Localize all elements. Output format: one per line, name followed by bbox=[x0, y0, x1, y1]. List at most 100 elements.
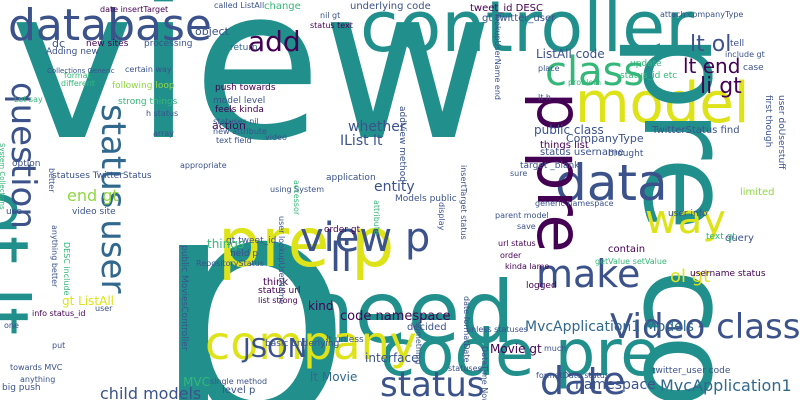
cloud-word-user-info: user info bbox=[668, 209, 708, 219]
cloud-word-user-douserstuff: user doUserstuff bbox=[776, 95, 786, 170]
cloud-word-make: make bbox=[536, 252, 641, 296]
cloud-word-database: database bbox=[8, 0, 212, 51]
cloud-word-generic-namespace: generic namespace bbox=[535, 199, 614, 208]
cloud-word-field-p: field p bbox=[230, 249, 258, 259]
cloud-word-limited: limited bbox=[740, 187, 775, 198]
cloud-word-companytype: CompanyType bbox=[566, 132, 644, 145]
cloud-word-mvc: MVC bbox=[183, 375, 210, 389]
cloud-word-logged: logged bbox=[526, 281, 557, 291]
cloud-word-something: something bbox=[414, 322, 423, 365]
cloud-word-change: change bbox=[264, 1, 301, 12]
cloud-word-entity: entity bbox=[374, 179, 415, 195]
cloud-word-let-say: Let say bbox=[14, 95, 43, 104]
cloud-word-lt-unless: lt unless bbox=[326, 335, 364, 345]
cloud-word-case: case bbox=[743, 63, 764, 73]
cloud-word-anything: anything bbox=[20, 375, 56, 384]
cloud-word-use: use bbox=[6, 207, 22, 217]
cloud-word-namespace: namespace bbox=[575, 377, 656, 393]
cloud-word-lt-h: lt h bbox=[538, 93, 551, 102]
cloud-word-adding-new: Adding new bbox=[46, 47, 99, 57]
cloud-word-one: one bbox=[4, 321, 19, 330]
cloud-word-push-towards: push towards bbox=[215, 83, 276, 93]
cloud-word-gt-listall: gt ListAll bbox=[62, 294, 114, 308]
cloud-word-big-push: big push bbox=[2, 383, 41, 393]
cloud-word-statuses-twitterstatus: statuses TwitterStatus bbox=[52, 171, 152, 181]
cloud-word-array: array bbox=[153, 129, 174, 138]
cloud-word-statuses-nil: statuses nil bbox=[213, 117, 259, 126]
cloud-word-status-url: status url bbox=[258, 286, 301, 296]
cloud-word-object: object bbox=[195, 25, 229, 38]
cloud-word-things: things bbox=[207, 237, 245, 251]
cloud-word-update: update bbox=[630, 59, 662, 69]
cloud-word-model-level: model level bbox=[213, 96, 266, 106]
cloud-word-video-site: video site bbox=[72, 207, 116, 217]
cloud-word-datatime-now: DataTime Now bbox=[480, 346, 489, 400]
cloud-word-first-though: first though bbox=[763, 95, 773, 148]
cloud-word-application: application bbox=[326, 173, 376, 183]
cloud-word-addview-method: addView method bbox=[397, 106, 407, 182]
cloud-word-video: video bbox=[265, 133, 287, 142]
cloud-word-things-list: things list bbox=[540, 140, 589, 151]
cloud-word-feels-kinda: feels kinda bbox=[215, 105, 264, 115]
cloud-word-status-id-etc: status_id etc bbox=[620, 71, 678, 81]
cloud-word-statuses: statuses bbox=[448, 364, 482, 373]
cloud-word-lookupusername-end: lookupUserName end bbox=[493, 14, 502, 100]
cloud-word-li-gt: li gt bbox=[700, 74, 742, 99]
cloud-word-ol-gt: ol gt bbox=[670, 266, 711, 287]
cloud-word-pre-p: pre p bbox=[218, 204, 395, 283]
cloud-word-new-sites: new sites bbox=[86, 39, 129, 49]
cloud-word-attach-companytype: attach companyType bbox=[660, 10, 744, 19]
cloud-word-certain-way: certain way bbox=[125, 65, 172, 74]
cloud-word-p-pre: p pre bbox=[523, 92, 596, 253]
cloud-word-level-p: level p bbox=[222, 385, 256, 396]
cloud-word-way: way bbox=[645, 197, 726, 243]
cloud-word-strong-things: strong things bbox=[118, 97, 178, 107]
cloud-word-contain: contain bbox=[608, 244, 646, 255]
cloud-word-format: format bbox=[64, 71, 91, 80]
cloud-word-movie-gt: Movie gt bbox=[490, 342, 542, 356]
cloud-word-using-system: using System bbox=[270, 185, 324, 194]
cloud-word-code-pre: code pre bbox=[380, 317, 660, 391]
cloud-word-called-listall: called ListAll bbox=[214, 1, 265, 10]
cloud-word-json: JSON bbox=[243, 334, 308, 364]
cloud-word-return: return bbox=[230, 43, 258, 53]
cloud-word-inserttarget-status: insertTarget status bbox=[459, 165, 468, 240]
cloud-word-order-gt: order gt bbox=[324, 225, 361, 235]
cloud-word-action: action bbox=[212, 119, 246, 132]
cloud-word-mvcapplication1: MvcApplication1 bbox=[660, 376, 792, 395]
cloud-word-code-namespace: code namespace bbox=[340, 309, 451, 324]
cloud-word-save: save bbox=[517, 222, 536, 231]
cloud-word-include-gt: include gt bbox=[725, 50, 765, 59]
cloud-word-text-gt: text gt bbox=[706, 232, 736, 242]
cloud-word-date-inserttarget: date insertTarget bbox=[100, 5, 169, 14]
cloud-word-underlying-code: underlying code bbox=[350, 1, 431, 12]
cloud-word-unless-statuses: unless statuses bbox=[466, 325, 528, 334]
cloud-word-order: order bbox=[500, 251, 522, 260]
cloud-word-getvalue-setvalue: getValue setValue bbox=[595, 257, 667, 266]
cloud-word-query: query bbox=[725, 233, 754, 244]
cloud-word-anything-better: anything better bbox=[50, 225, 59, 288]
cloud-word-models-public: Models public bbox=[395, 194, 457, 204]
cloud-word-option: option bbox=[12, 159, 41, 169]
cloud-word-need: need bbox=[300, 263, 515, 363]
cloud-word-twitter-user-code: twitter_user code bbox=[652, 366, 731, 376]
cloud-word-text-field: text field bbox=[216, 136, 252, 145]
cloud-word-brought: brought bbox=[608, 149, 644, 159]
cloud-word-date-formatdate: date formatDate bbox=[462, 296, 471, 363]
cloud-word-view: view bbox=[10, 0, 494, 187]
cloud-word-p: p bbox=[150, 124, 354, 400]
cloud-word-li: li bbox=[330, 235, 353, 281]
cloud-word-desc-include: DESC include bbox=[62, 242, 71, 296]
cloud-word-nil-gt: nil gt bbox=[320, 11, 341, 20]
cloud-word-processing: processing bbox=[144, 39, 193, 49]
cloud-word-list-strong: list strong bbox=[258, 296, 298, 305]
cloud-word-company: company bbox=[205, 316, 418, 370]
cloud-word-video-class: Video class bbox=[610, 307, 800, 347]
cloud-word-place: place bbox=[538, 64, 560, 73]
cloud-word-towards-mvc: towards MVC bbox=[10, 363, 63, 372]
cloud-word-ilist-lt: IList lt bbox=[340, 133, 383, 149]
cloud-word-class: class bbox=[545, 49, 645, 95]
cloud-word-whether: whether bbox=[348, 119, 406, 135]
cloud-word-lt-ol: lt ol bbox=[690, 32, 732, 57]
